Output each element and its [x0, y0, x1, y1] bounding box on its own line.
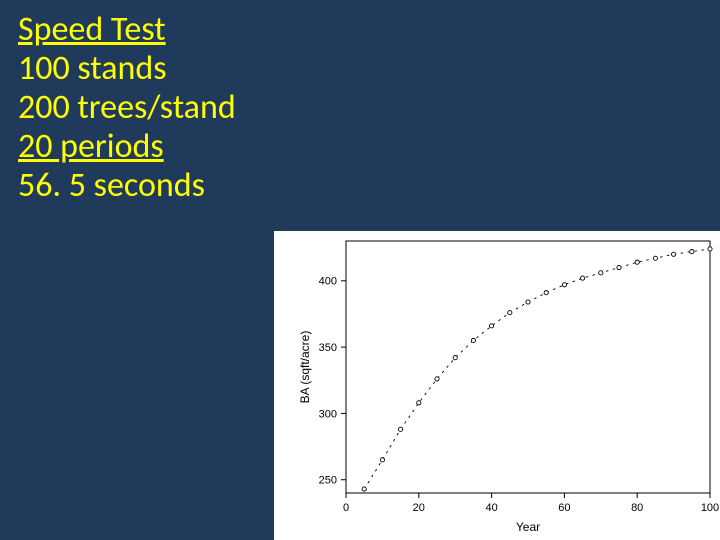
data-point	[453, 356, 457, 360]
chart-panel: 0 20 40 60 80 100 250 300 350 400 Year BA (sqft/acr…	[274, 231, 720, 540]
x-tick-label: 80	[631, 502, 643, 514]
data-point	[471, 338, 475, 342]
data-point	[562, 283, 566, 287]
speed-test-text-block: Speed Test 100 stands 200 trees/stand 20…	[18, 10, 236, 205]
x-tick-label: 20	[413, 502, 425, 514]
x-tick-label: 100	[701, 502, 719, 514]
data-point	[362, 487, 366, 491]
data-point	[544, 291, 548, 295]
x-tick-label: 40	[485, 502, 497, 514]
y-tick-label: 300	[319, 408, 337, 420]
data-point	[599, 271, 603, 275]
data-point	[435, 377, 439, 381]
data-point	[399, 427, 403, 431]
x-axis-label: Year	[516, 520, 540, 534]
seconds-line: 56. 5 seconds	[18, 166, 236, 205]
y-tick-label: 400	[319, 276, 337, 288]
trees-line: 200 trees/stand	[18, 88, 236, 127]
data-point	[635, 260, 639, 264]
title-line: Speed Test	[18, 10, 236, 49]
data-point	[617, 265, 621, 269]
x-tick-label: 60	[558, 502, 570, 514]
stands-line: 100 stands	[18, 49, 236, 88]
data-point	[490, 324, 494, 328]
data-point	[417, 401, 421, 405]
data-point	[653, 256, 657, 260]
chart-svg: 0 20 40 60 80 100 250 300 350 400 Year BA (sqft/acr…	[274, 231, 720, 540]
data-point	[380, 458, 384, 462]
y-tick-label: 350	[319, 342, 337, 354]
x-tick-label: 0	[343, 502, 349, 514]
data-point	[581, 276, 585, 280]
periods-line: 20 periods	[18, 127, 236, 166]
data-point	[526, 300, 530, 304]
slide: Speed Test 100 stands 200 trees/stand 20…	[0, 0, 720, 540]
y-axis-label: BA (sqft/acre)	[298, 331, 312, 404]
y-tick-label: 250	[319, 475, 337, 487]
data-point	[708, 247, 712, 251]
data-point	[672, 252, 676, 256]
data-point	[690, 250, 694, 254]
data-point	[508, 311, 512, 315]
